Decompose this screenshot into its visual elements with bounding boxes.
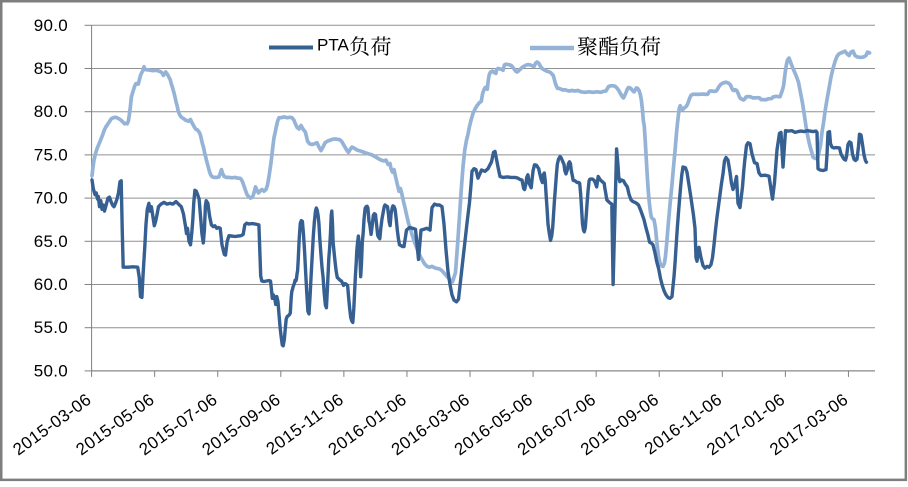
svg-text:80.0: 80.0: [34, 102, 68, 121]
svg-text:75.0: 75.0: [34, 145, 68, 164]
svg-text:70.0: 70.0: [34, 189, 68, 208]
svg-text:90.0: 90.0: [34, 16, 68, 35]
svg-text:65.0: 65.0: [34, 232, 68, 251]
svg-text:55.0: 55.0: [34, 318, 68, 337]
svg-text:85.0: 85.0: [34, 59, 68, 78]
svg-text:PTA: PTA: [317, 36, 349, 55]
svg-text:60.0: 60.0: [34, 275, 68, 294]
svg-text:50.0: 50.0: [34, 361, 68, 380]
